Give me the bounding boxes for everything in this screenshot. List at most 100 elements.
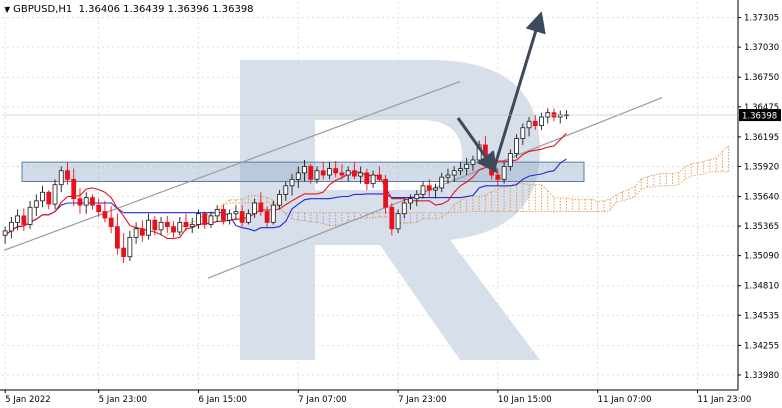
candle: [295, 166, 301, 188]
candle: [327, 162, 332, 180]
candle-body: [46, 191, 52, 205]
candle-body: [83, 197, 89, 206]
candle: [320, 162, 326, 180]
candle-body: [539, 116, 544, 127]
candle: [196, 209, 201, 229]
candle: [102, 200, 108, 223]
candle-body: [501, 166, 507, 180]
candle: [451, 166, 457, 182]
candle: [108, 206, 114, 234]
candle: [458, 162, 463, 176]
candle-body: [77, 198, 83, 206]
candle-body: [532, 120, 538, 127]
candle-body: [395, 213, 401, 230]
candle-body: [408, 198, 413, 204]
candle-body: [65, 170, 70, 180]
candle-body: [21, 215, 27, 225]
y-tick-label: 1.34255: [744, 341, 779, 351]
candle-body: [233, 211, 239, 215]
candle-body: [389, 206, 395, 230]
price-box-label: 1.36398: [742, 112, 777, 122]
y-tick-label: 1.37030: [744, 43, 779, 53]
candle-body: [445, 174, 451, 178]
triangle-down-icon: ▼: [4, 5, 11, 14]
candle: [227, 209, 233, 225]
candle-body: [71, 178, 77, 200]
time-axis[interactable]: 5 Jan 2022 5 Jan 23:00 6 Jan 15:00 7 Jan 07…: [4, 390, 751, 405]
candle: [245, 209, 251, 225]
candle-body: [239, 211, 245, 223]
candle-body: [320, 170, 326, 176]
candle: [83, 192, 89, 214]
candle: [127, 230, 133, 262]
candle-body: [264, 211, 270, 223]
candle-body: [295, 172, 301, 180]
candle-body: [245, 213, 251, 223]
candle-body: [227, 213, 233, 221]
candle-body: [90, 197, 95, 206]
candle: [152, 215, 158, 236]
candle-body: [420, 185, 426, 195]
candle-body: [464, 163, 470, 169]
candle-body: [27, 206, 33, 225]
y-tick-label: 1.37305: [744, 14, 779, 24]
candle-body: [426, 185, 432, 191]
candle-body: [383, 178, 388, 208]
y-tick-label: 1.36750: [744, 73, 779, 83]
candle-body: [183, 221, 189, 228]
candle: [339, 164, 345, 180]
candle-body: [158, 221, 164, 231]
candle-body: [364, 172, 370, 185]
candle: [408, 194, 413, 210]
candle: [164, 215, 170, 234]
candle: [557, 110, 563, 124]
candle: [501, 162, 507, 184]
candle-body: [33, 200, 39, 208]
candle-body: [520, 127, 526, 139]
candle: [470, 155, 476, 171]
candle: [146, 213, 151, 240]
candle: [121, 233, 127, 264]
candle: [532, 114, 538, 130]
candle: [189, 218, 195, 234]
x-tick-label: 10 Jan 15:00: [498, 395, 552, 405]
candle: [21, 208, 27, 231]
candle: [376, 166, 382, 182]
candle: [233, 205, 239, 221]
candle-body: [401, 202, 407, 215]
candle-body: [139, 228, 145, 236]
candle: [252, 198, 258, 219]
candle: [77, 187, 83, 214]
candle-body: [526, 120, 532, 129]
candle: [358, 166, 364, 184]
candle: [289, 173, 295, 196]
candle: [158, 216, 164, 236]
candle-body: [277, 193, 282, 206]
candle-body: [470, 159, 476, 165]
candle-body: [8, 221, 14, 232]
candle: [364, 168, 370, 191]
candle-body: [414, 193, 420, 200]
candle: [520, 123, 526, 145]
candle: [65, 162, 70, 185]
candle: [352, 162, 357, 180]
candle-body: [114, 226, 120, 249]
price-axis[interactable]: 1.37305 1.37030 1.36750 1.36475 1.36195 1.359…: [0, 0, 779, 391]
candle-body: [121, 247, 127, 258]
candle-body: [58, 170, 64, 186]
x-tick-label: 6 Jan 15:00: [198, 395, 246, 405]
candle-body: [108, 217, 114, 228]
forecast-arrow-up: [492, 11, 546, 170]
candle: [33, 194, 39, 216]
candle-body: [196, 213, 201, 225]
candle-body: [202, 213, 208, 225]
candle-body: [370, 174, 376, 185]
candle: [395, 209, 401, 234]
candle-body: [314, 170, 320, 180]
candle-body: [458, 168, 463, 172]
candle-body: [189, 224, 195, 228]
ohlc-readout: 1.36406 1.36439 1.36396 1.36398: [78, 4, 254, 15]
candle-body: [339, 172, 345, 176]
candle-body: [283, 185, 289, 195]
